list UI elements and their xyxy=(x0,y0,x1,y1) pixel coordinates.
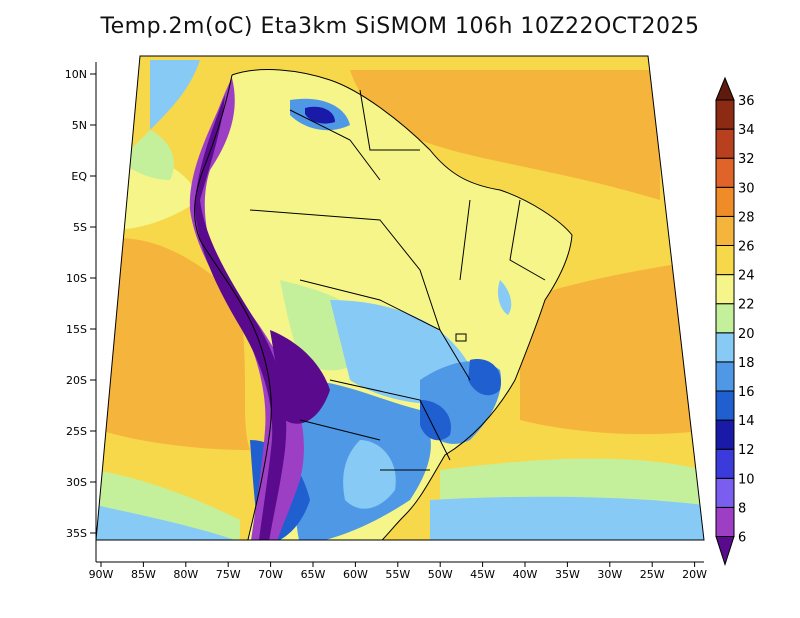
lon-tick-label: 80W xyxy=(173,568,198,581)
colorbar-label: 34 xyxy=(738,123,755,138)
temperature-field xyxy=(96,56,704,540)
colorbar-segment xyxy=(715,128,735,159)
lon-tick-label: 50W xyxy=(428,568,453,581)
colorbar-segment xyxy=(715,361,735,392)
colorbar-segment xyxy=(715,215,735,246)
lat-tick-label: EQ xyxy=(71,170,87,183)
colorbar-label: 6 xyxy=(738,531,746,546)
colorbar-label: 24 xyxy=(738,269,755,284)
lat-tick-label: 5N xyxy=(72,119,87,132)
lon-tick-label: 75W xyxy=(216,568,241,581)
colorbar-label: 8 xyxy=(738,501,746,516)
colorbar-segment xyxy=(715,274,735,305)
map-frame xyxy=(95,55,705,541)
colorbar-label: 26 xyxy=(738,240,755,255)
lon-tick-label: 20W xyxy=(682,568,707,581)
colorbar-segment xyxy=(715,245,735,276)
colorbar-segment xyxy=(715,332,735,363)
lon-tick-label: 35W xyxy=(555,568,580,581)
lon-tick-label: 85W xyxy=(131,568,156,581)
colorbar-label: 20 xyxy=(738,327,755,342)
colorbar-segment xyxy=(715,477,735,508)
lon-tick-label: 60W xyxy=(343,568,368,581)
colorbar-segment xyxy=(715,506,735,537)
lon-tick-label: 45W xyxy=(470,568,495,581)
lon-tick-label: 40W xyxy=(513,568,538,581)
lon-tick-label: 25W xyxy=(640,568,665,581)
map-title: Temp.2m(oC) Eta3km SiSMOM 106h 10Z22OCT2… xyxy=(100,14,700,39)
lat-tick-label: 25S xyxy=(66,425,87,438)
lat-tick-label: 5S xyxy=(73,221,87,234)
colorbar-segment xyxy=(715,419,735,450)
colorbar-label: 36 xyxy=(738,94,755,109)
colorbar-segment xyxy=(715,186,735,217)
colorbar-segment xyxy=(715,390,735,421)
lon-tick-label: 65W xyxy=(301,568,326,581)
colorbar: 6 8 10 12 14 16 18 20 22 24 26 28 30 32 34 36 xyxy=(715,76,755,567)
colorbar-label: 28 xyxy=(738,210,755,225)
lat-tick-label: 15S xyxy=(66,323,87,336)
colorbar-label: 14 xyxy=(738,414,755,429)
lat-tick-label: 30S xyxy=(66,476,87,489)
lon-tick-label: 90W xyxy=(89,568,114,581)
lon-tick-label: 70W xyxy=(258,568,283,581)
lat-tick-label: 10S xyxy=(66,272,87,285)
colorbar-label: 12 xyxy=(738,443,755,458)
colorbar-segment xyxy=(715,157,735,188)
colorbar-label: 18 xyxy=(738,356,755,371)
lon-tick-label: 30W xyxy=(597,568,622,581)
colorbar-label: 16 xyxy=(738,385,755,400)
colorbar-label: 30 xyxy=(738,181,755,196)
longitude-axis: 90W 85W 80W 75W 70W 65W 60W 55W 50W 45W 40W 35W 30W 2… xyxy=(89,562,707,581)
colorbar-label: 32 xyxy=(738,152,755,167)
colorbar-label: 22 xyxy=(738,298,755,313)
colorbar-label: 10 xyxy=(738,472,755,487)
colorbar-low-arrow xyxy=(715,536,735,567)
latitude-axis: 10N 5N EQ 5S 10S 15S 20S 25S 30S 35S xyxy=(65,68,96,540)
lat-tick-label: 35S xyxy=(66,527,87,540)
colorbar-segment xyxy=(715,99,735,130)
colorbar-high-arrow xyxy=(715,76,735,101)
lon-tick-label: 55W xyxy=(385,568,410,581)
lat-tick-label: 10N xyxy=(65,68,87,81)
colorbar-segment xyxy=(715,303,735,334)
colorbar-segment xyxy=(715,448,735,479)
lat-tick-label: 20S xyxy=(66,374,87,387)
